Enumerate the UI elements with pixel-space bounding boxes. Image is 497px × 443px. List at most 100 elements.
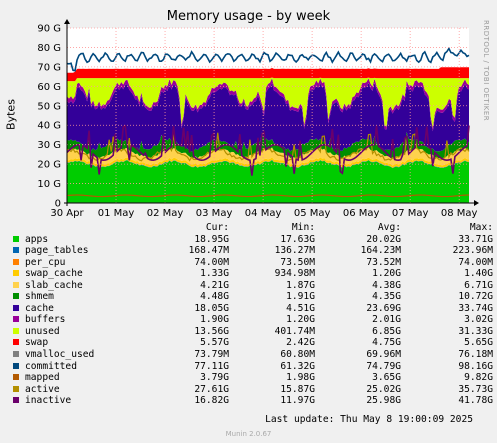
legend-header-row: Cur: Min: Avg: Max: <box>8 222 493 234</box>
legend-cur: 4.48G <box>200 291 229 303</box>
legend-min: 1.20G <box>286 314 315 326</box>
legend-avg: 2.01G <box>372 314 401 326</box>
y-tick-label: 60 G <box>37 82 61 93</box>
header-cur: Cur: <box>205 222 229 233</box>
legend-max: 6.71G <box>464 279 493 291</box>
legend-row-unused: unused 13.56G 401.74M 6.85G 31.33G <box>8 326 493 338</box>
legend-min: 1.91G <box>286 291 315 303</box>
legend-max: 74.00M <box>458 256 493 268</box>
legend-min: 136.27M <box>274 245 315 257</box>
y-tick-label: 40 G <box>37 121 61 132</box>
grid-lines <box>67 27 469 203</box>
legend-cur: 27.61G <box>194 383 229 395</box>
legend-name: page_tables <box>25 245 89 257</box>
stacked-areas <box>67 67 469 203</box>
legend-swatch <box>13 316 19 323</box>
legend-swatch <box>13 362 19 369</box>
legend-swatch <box>13 351 19 358</box>
area-swap_cache <box>67 157 469 168</box>
legend-avg: 1.20G <box>372 268 401 280</box>
legend-max: 223.96M <box>452 245 493 257</box>
y-tick-label: 80 G <box>37 43 61 54</box>
legend-max: 41.78G <box>458 395 493 407</box>
header-avg: Avg: <box>377 222 401 233</box>
legend-name: slab_cache <box>25 279 83 291</box>
legend-cur: 168.47M <box>188 245 229 257</box>
legend-row-slab_cache: slab_cache 4.21G 1.87G 4.38G 6.71G <box>8 280 493 292</box>
legend-row-committed: committed 77.11G 61.32G 74.79G 98.16G <box>8 361 493 373</box>
legend-swatch <box>13 281 19 288</box>
legend-min: 17.63G <box>280 233 315 245</box>
legend-swatch <box>13 339 19 346</box>
legend-min: 1.87G <box>286 279 315 291</box>
legend-max: 33.74G <box>458 302 493 314</box>
legend-cur: 18.95G <box>194 233 229 245</box>
legend-name: vmalloc_used <box>25 349 95 361</box>
legend-avg: 4.38G <box>372 279 401 291</box>
legend-max: 1.40G <box>464 268 493 280</box>
legend-cur: 74.00M <box>194 256 229 268</box>
legend-cur: 16.82G <box>194 395 229 407</box>
x-tick-label: 07 May <box>392 208 429 219</box>
x-axis-ticks: 30 Apr 01 May 02 May 03 May 04 May 05 May 06 M… <box>50 208 477 219</box>
legend-row-swap_cache: swap_cache 1.33G 934.98M 1.20G 1.40G <box>8 268 493 280</box>
legend-max: 35.73G <box>458 383 493 395</box>
legend-swatch <box>13 374 19 381</box>
area-swap <box>67 67 469 82</box>
legend-row-apps: apps 18.95G 17.63G 20.02G 33.71G <box>8 234 493 246</box>
legend-cur: 18.05G <box>194 302 229 314</box>
legend-name: inactive <box>25 395 72 407</box>
legend-name: swap_cache <box>25 268 83 280</box>
legend-max: 3.02G <box>464 314 493 326</box>
legend-avg: 74.79G <box>366 360 401 372</box>
legend-cur: 1.90G <box>200 314 229 326</box>
legend-swatch <box>13 270 19 277</box>
legend-name: swap <box>25 337 49 349</box>
legend-max: 5.65G <box>464 337 493 349</box>
x-axis-arrow <box>474 200 479 206</box>
legend-min: 4.51G <box>286 302 315 314</box>
legend-avg: 3.65G <box>372 372 401 384</box>
y-tick-label: 90 G <box>37 24 61 35</box>
legend-cur: 77.11G <box>194 360 229 372</box>
legend-swatch <box>13 293 19 300</box>
legend-avg: 25.02G <box>366 383 401 395</box>
legend-max: 33.71G <box>458 233 493 245</box>
legend-avg: 23.69G <box>366 302 401 314</box>
munin-version: Munin 2.0.67 <box>225 430 272 438</box>
legend-avg: 164.23M <box>360 245 401 257</box>
legend-name: cache <box>25 302 54 314</box>
last-update: Last update: Thu May 8 19:00:09 2025 <box>265 414 473 425</box>
legend-max: 31.33G <box>458 325 493 337</box>
legend-swatch <box>13 247 19 254</box>
y-tick-label: 10 G <box>37 179 61 190</box>
header-max: Max: <box>469 222 493 233</box>
header-min: Min: <box>291 222 315 233</box>
legend-cur: 3.79G <box>200 372 229 384</box>
legend-min: 401.74M <box>274 325 315 337</box>
legend-name: shmem <box>25 291 54 303</box>
y-tick-label: 30 G <box>37 140 61 151</box>
y-axis-arrow <box>64 19 70 24</box>
area-apps <box>67 160 469 203</box>
legend-table: Cur: Min: Avg: Max: apps 18.95G 17.63G 20.0… <box>8 222 493 407</box>
legend-row-active: active 27.61G 15.87G 25.02G 35.73G <box>8 384 493 396</box>
legend-avg: 25.98G <box>366 395 401 407</box>
y-tick-label: 0 <box>55 199 61 210</box>
legend-row-page_tables: page_tables 168.47M 136.27M 164.23M 223.96M <box>8 245 493 257</box>
legend-swatch <box>13 258 19 265</box>
legend-row-mapped: mapped 3.79G 1.98G 3.65G 9.82G <box>8 372 493 384</box>
area-slab_cache <box>67 147 469 166</box>
legend-min: 61.32G <box>280 360 315 372</box>
legend-row-buffers: buffers 1.90G 1.20G 2.01G 3.02G <box>8 314 493 326</box>
legend-min: 60.80M <box>280 349 315 361</box>
legend-cur: 73.79M <box>194 349 229 361</box>
legend-name: buffers <box>25 314 66 326</box>
y-axis-ticks: 0 10 G 20 G 30 G 40 G 50 G 60 G 70 G 80 G 90 G <box>37 24 61 210</box>
legend-swatch <box>13 304 19 311</box>
legend-avg: 20.02G <box>366 233 401 245</box>
legend-name: committed <box>25 360 77 372</box>
legend-max: 10.72G <box>458 291 493 303</box>
legend-row-per_cpu: per_cpu 74.00M 73.50M 73.52M 74.00M <box>8 257 493 269</box>
legend-name: unused <box>25 325 60 337</box>
